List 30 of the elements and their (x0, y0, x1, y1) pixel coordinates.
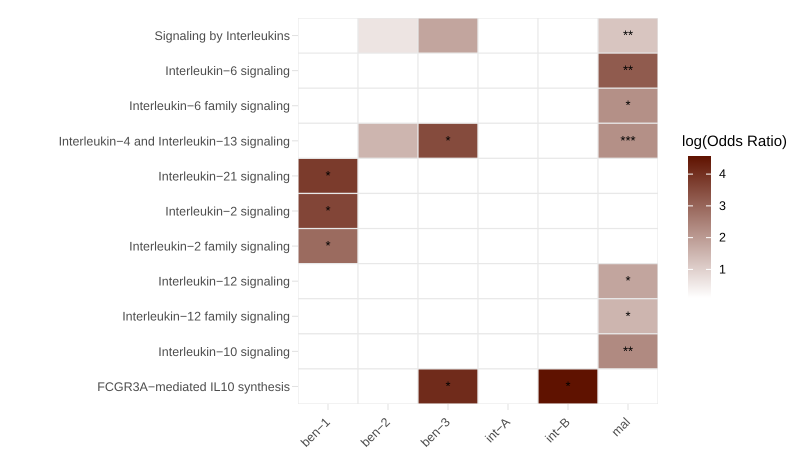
data-label: * (625, 98, 631, 113)
data-label: ** (622, 62, 634, 78)
y-tick-label: Interleukin−12 signaling (158, 274, 290, 289)
data-label: * (625, 308, 631, 324)
y-tick-label: Interleukin−4 and Interleukin−13 signaling (58, 134, 290, 148)
data-label: * (325, 168, 331, 183)
data-label: ** (622, 343, 634, 358)
color-bar-label: 4 (719, 167, 726, 182)
y-tick-label: Signaling by Interleukins (154, 28, 290, 43)
x-tick-label: mal (608, 415, 633, 440)
data-label: *** (620, 132, 636, 148)
color-bar-title: log(Odds Ratio) (682, 133, 788, 150)
data-label: * (325, 238, 331, 254)
data-label: ** (622, 28, 634, 43)
y-tick-label: Interleukin−6 family signaling (129, 99, 290, 114)
data-label: * (445, 132, 451, 148)
data-label: * (565, 378, 571, 394)
y-tick-label: Interleukin−10 signaling (158, 344, 290, 359)
data-label: * (625, 273, 631, 288)
color-bar-label: 1 (719, 262, 726, 276)
y-tick-label: Interleukin−2 signaling (165, 204, 290, 218)
y-tick-label: Interleukin−2 family signaling (129, 240, 290, 254)
data-label: * (445, 378, 451, 394)
color-bar-label: 3 (719, 198, 726, 213)
y-tick-label: Interleukin−12 family signaling (122, 310, 290, 324)
color-bar-label: 2 (719, 230, 726, 245)
y-tick-label: FCGR3A−mediated IL10 synthesis (97, 380, 290, 394)
y-tick-label: Interleukin−6 signaling (165, 64, 290, 78)
data-label: * (325, 203, 331, 218)
y-tick-label: Interleukin−21 signaling (158, 169, 290, 184)
